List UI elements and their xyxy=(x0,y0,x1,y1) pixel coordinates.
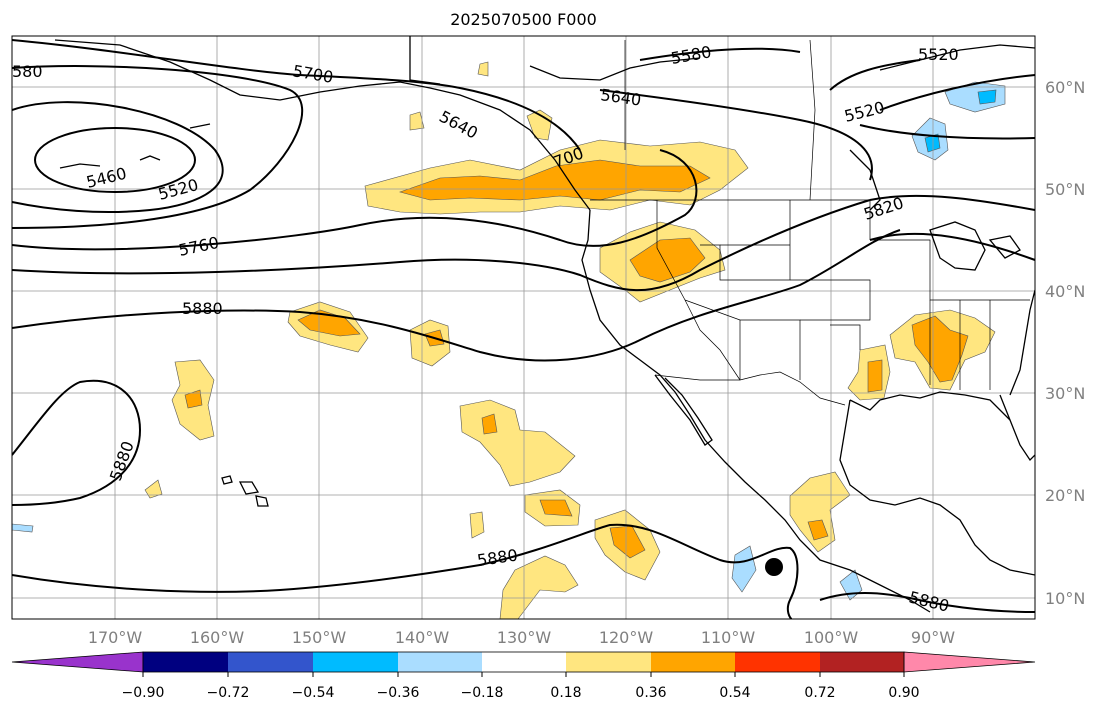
colorbar-tick-label: −0.36 xyxy=(377,685,420,701)
colorbar-tick-label: −0.72 xyxy=(207,685,250,701)
lon-tick-label: 170°W xyxy=(88,628,143,647)
colorbar-tick-label: 0.36 xyxy=(635,685,666,701)
shade-gulf-orange xyxy=(867,359,883,393)
colorbar-segment xyxy=(143,652,228,672)
shade-ak2 xyxy=(409,111,425,131)
shade-mex xyxy=(789,471,851,553)
marker-dot xyxy=(765,558,783,576)
colorbar-tick-label: 0.72 xyxy=(804,685,835,701)
colorbar: −0.90 −0.72 −0.54 −0.36 −0.18 0.18 0.36 … xyxy=(11,651,1036,701)
gridlines xyxy=(12,36,1035,619)
contour-label: 580 xyxy=(12,62,43,81)
chart-title: 2025070500 F000 xyxy=(450,10,597,29)
lon-tick-label: 90°W xyxy=(911,628,955,647)
colorbar-segment xyxy=(566,652,651,672)
lon-tick-label: 100°W xyxy=(804,628,859,647)
lat-tick-label: 40°N xyxy=(1045,282,1085,301)
colorbar-tick-label: −0.18 xyxy=(461,685,504,701)
map-panel xyxy=(12,36,1035,619)
colorbar-tick-label: 0.18 xyxy=(550,685,581,701)
colorbar-segment xyxy=(313,652,398,672)
colorbar-extend-left xyxy=(11,651,144,673)
shade-mp5 xyxy=(469,511,485,539)
lat-tick-label: 50°N xyxy=(1045,180,1085,199)
shade-cp1-orange xyxy=(297,309,361,337)
colorbar-tick-label: 0.54 xyxy=(719,685,750,701)
colorbar-segment xyxy=(735,652,820,672)
lat-axis: 60°N 50°N 40°N 30°N 20°N 10°N xyxy=(1045,78,1085,608)
shade-blue-5 xyxy=(12,523,34,533)
map-frame xyxy=(11,35,1036,620)
colorbar-extend-right xyxy=(903,651,1036,673)
lat-tick-label: 30°N xyxy=(1045,384,1085,403)
colorbar-segment xyxy=(820,652,904,672)
shade-blue-2b xyxy=(977,89,997,105)
lat-tick-label: 20°N xyxy=(1045,486,1085,505)
shade-ak3 xyxy=(477,61,489,77)
shade-mp4 xyxy=(499,555,579,619)
shade-se-orange xyxy=(911,315,969,383)
shade-mex-orange xyxy=(807,519,829,541)
lon-tick-label: 130°W xyxy=(497,628,552,647)
lon-tick-label: 120°W xyxy=(599,628,654,647)
height-contours xyxy=(12,39,1035,619)
colorbar-tick-label: −0.54 xyxy=(292,685,335,701)
shade-blue-3 xyxy=(731,545,757,593)
shade-mp2-orange xyxy=(539,499,573,517)
colorbar-segment xyxy=(651,652,735,672)
shade-basin-orange xyxy=(629,237,706,283)
lon-axis: 170°W 160°W 150°W 140°W 130°W 120°W 110°… xyxy=(88,628,955,647)
lon-tick-label: 150°W xyxy=(292,628,347,647)
shade-mp1-orange xyxy=(481,413,498,435)
lat-tick-label: 10°N xyxy=(1045,589,1085,608)
shade-nw-orange xyxy=(398,159,711,201)
contour-label: 5520 xyxy=(918,45,959,64)
lon-tick-label: 160°W xyxy=(190,628,245,647)
shade-hawaii-orange xyxy=(184,389,203,409)
shade-blue-2 xyxy=(944,81,1006,113)
colorbar-segment xyxy=(398,652,482,672)
colorbar-tick-label: −0.90 xyxy=(122,685,165,701)
contour-label: 5880 xyxy=(182,299,223,318)
lon-tick-label: 140°W xyxy=(395,628,450,647)
lon-tick-label: 110°W xyxy=(701,628,756,647)
colorbar-segment xyxy=(482,652,566,672)
borders xyxy=(590,39,1030,406)
lat-tick-label: 60°N xyxy=(1045,78,1085,97)
colorbar-segment xyxy=(228,652,313,672)
shaded-areas xyxy=(12,61,1006,619)
colorbar-tick-label: 0.90 xyxy=(888,685,919,701)
